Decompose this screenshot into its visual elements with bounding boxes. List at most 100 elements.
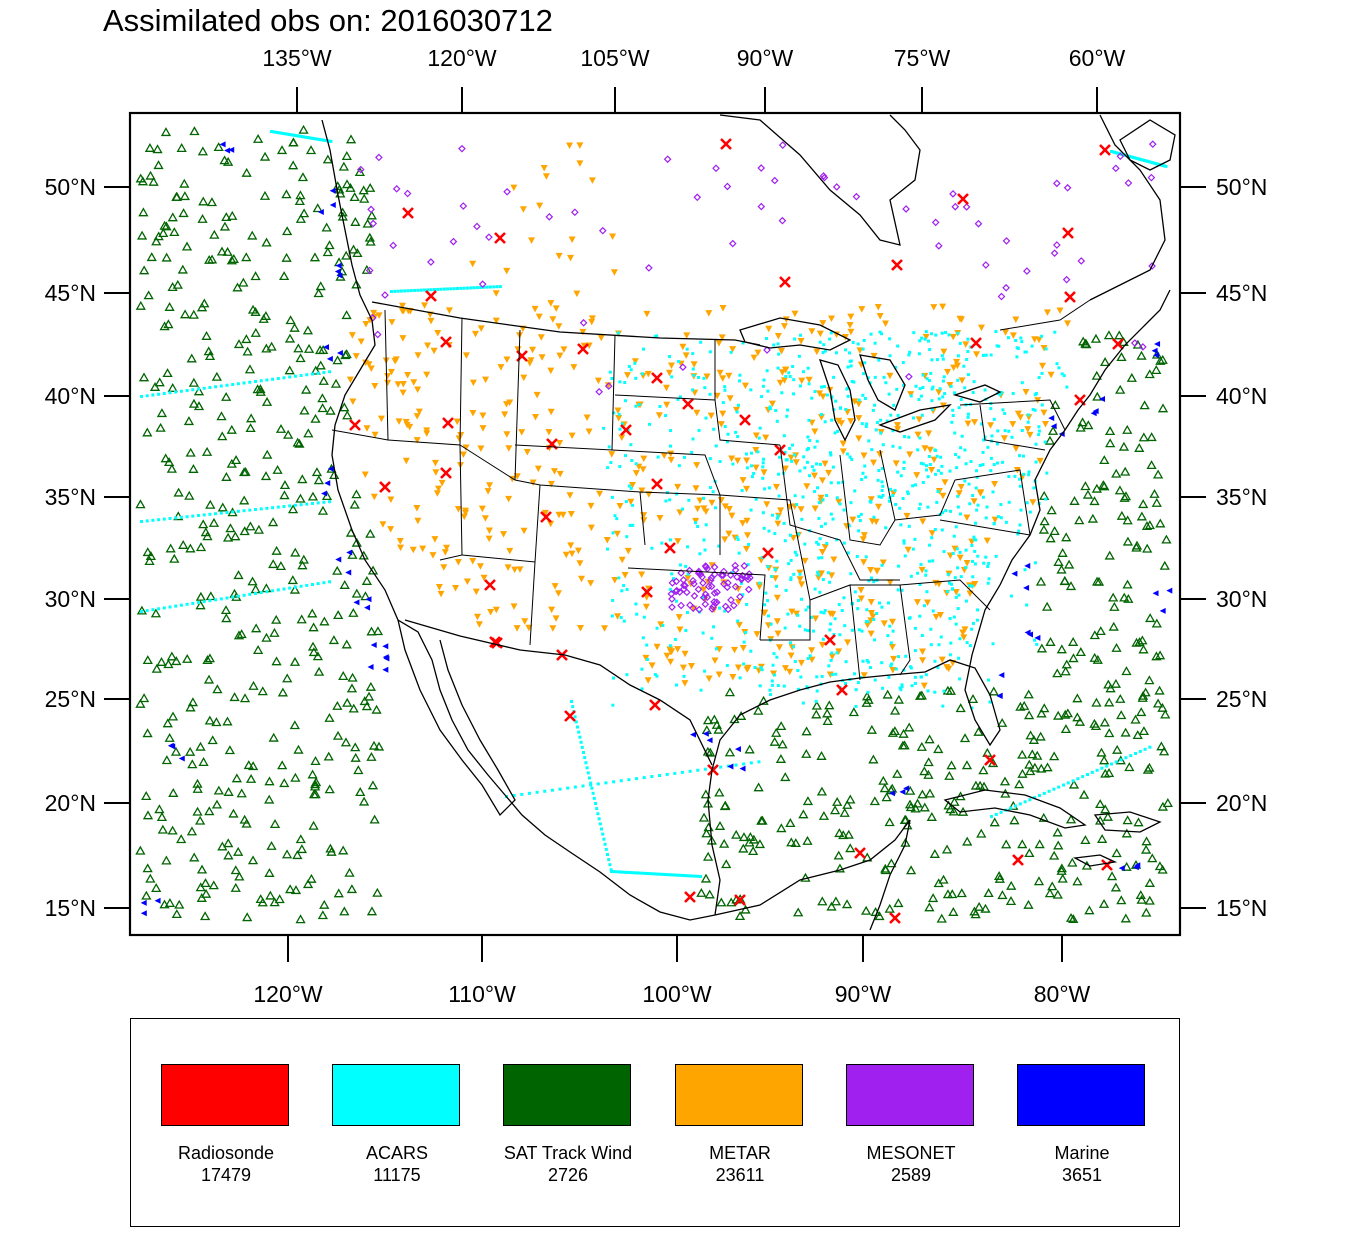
sat-track-wind-marker [705, 747, 716, 757]
acars-marker [846, 365, 850, 369]
sat-track-wind-marker [311, 467, 323, 477]
radiosonde-marker [402, 207, 414, 219]
acars-marker [816, 542, 820, 546]
metar-marker [613, 530, 621, 538]
pacific-coastline [321, 119, 716, 921]
metar-marker [752, 464, 760, 472]
acars-marker [920, 336, 924, 340]
metar-marker [971, 581, 979, 588]
sat-track-wind-marker [223, 156, 234, 166]
metar-marker [555, 323, 563, 330]
sat-track-wind-marker [169, 553, 180, 563]
sat-track-wind-marker [182, 653, 193, 663]
marine-marker [899, 788, 906, 795]
sat-track-wind-marker [226, 458, 237, 468]
left-lat-label: 35°N [45, 484, 96, 510]
acars-marker [982, 561, 986, 565]
acars-marker [889, 641, 893, 645]
acars-marker [574, 720, 578, 724]
acars-marker [911, 416, 915, 420]
acars-marker [749, 761, 753, 765]
sat-track-wind-marker [290, 772, 301, 782]
sat-track-wind-marker [713, 724, 724, 734]
sat-track-wind-marker [1122, 424, 1133, 434]
sat-track-wind-marker [224, 745, 236, 755]
sat-track-wind-marker [704, 889, 715, 899]
metar-marker [1009, 332, 1017, 339]
metar-marker [721, 503, 729, 510]
acars-marker [989, 469, 993, 473]
acars-marker [903, 554, 907, 558]
metar-marker [399, 335, 407, 342]
sat-track-wind-marker [186, 826, 198, 836]
sat-track-wind-marker [154, 804, 165, 814]
metar-marker [725, 530, 733, 538]
sat-track-wind-marker [177, 264, 188, 274]
acars-marker [1057, 785, 1061, 789]
sat-track-wind-marker [1112, 744, 1123, 754]
sat-track-wind-marker [941, 844, 953, 854]
sat-track-wind-marker [141, 890, 152, 900]
sat-track-wind-marker [1152, 698, 1164, 708]
metar-marker [1040, 344, 1048, 352]
sat-track-wind-marker [1120, 466, 1131, 476]
acars-marker [1086, 773, 1089, 776]
acars-marker [789, 558, 793, 562]
acars-marker [723, 609, 727, 613]
metar-marker [441, 549, 449, 556]
acars-marker [955, 547, 959, 551]
acars-marker [945, 589, 949, 593]
acars-marker [892, 403, 896, 407]
acars-marker [1034, 391, 1038, 395]
acars-marker [896, 344, 900, 348]
acars-marker [906, 490, 910, 494]
acars-marker [995, 442, 999, 446]
acars-marker [844, 348, 848, 352]
acars-marker [984, 516, 988, 520]
marine-marker [706, 737, 713, 744]
acars-marker [953, 391, 957, 395]
metar-marker [665, 369, 673, 377]
sat-track-wind-marker [738, 843, 749, 853]
metar-marker [367, 365, 375, 373]
sat-track-wind-marker [1047, 881, 1058, 891]
acars-marker [835, 651, 839, 655]
acars-marker [927, 559, 931, 563]
metar-marker [443, 544, 451, 552]
metar-marker [541, 509, 549, 517]
acars-marker [916, 571, 920, 575]
legend-item-mesonet: MESONET 2589 [831, 1019, 981, 1228]
legend-count-mesonet: 2589 [890, 1165, 932, 1185]
metar-marker [762, 434, 770, 442]
metar-marker [846, 321, 854, 329]
acars-marker [973, 549, 977, 553]
right-lat-label: 20°N [1216, 790, 1267, 816]
acars-marker [886, 634, 890, 638]
metar-marker [504, 564, 512, 571]
metar-marker [987, 422, 995, 429]
acars-marker [812, 468, 816, 472]
sat-track-wind-marker [168, 787, 179, 797]
acars-marker [749, 451, 753, 455]
acars-marker [975, 469, 979, 473]
acars-marker [991, 490, 995, 494]
acars-marker [954, 525, 958, 529]
sat-track-wind-marker [860, 905, 872, 915]
metar-marker [957, 484, 965, 491]
metar-marker [743, 666, 751, 673]
metar-marker [655, 412, 663, 419]
metar-marker [1031, 336, 1039, 343]
acars-marker [798, 384, 802, 388]
acars-marker [685, 874, 689, 878]
metar-marker [983, 537, 991, 545]
metar-marker [427, 317, 435, 325]
acars-marker [1129, 754, 1133, 758]
acars-marker [849, 501, 853, 505]
state-lines [331, 299, 1091, 681]
acars-marker [622, 584, 626, 588]
acars-marker [900, 683, 904, 687]
sat-track-wind-marker [295, 493, 306, 503]
marine-marker [370, 642, 377, 649]
metar-marker [966, 590, 974, 598]
acars-marker [861, 659, 865, 663]
